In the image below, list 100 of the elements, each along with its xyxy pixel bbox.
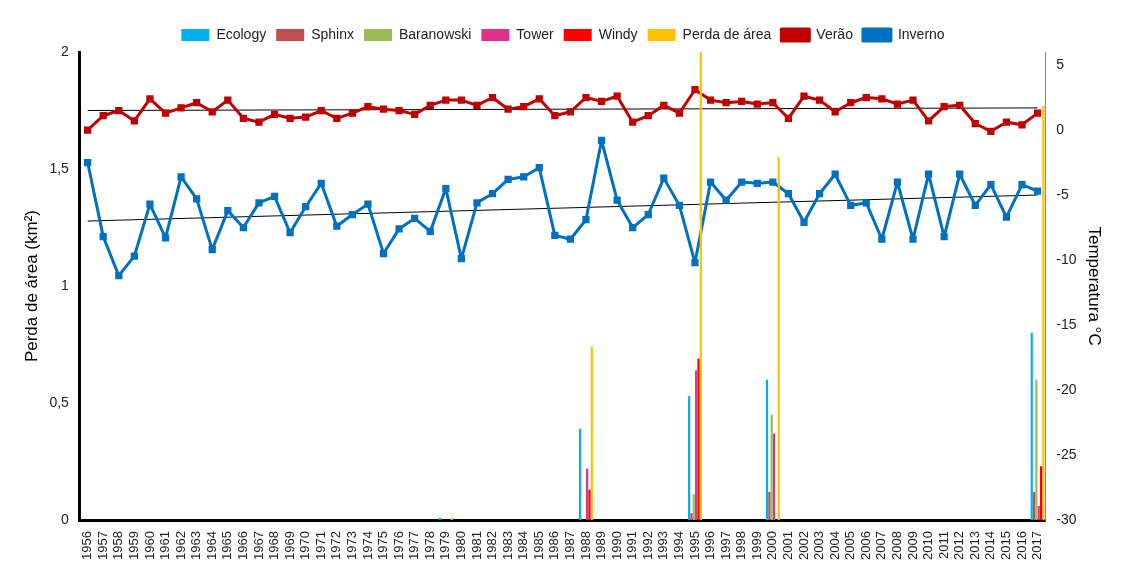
x-tick-label: 1997 [717,531,733,560]
y-tick-label: 1,5 [49,159,70,176]
bar [690,513,693,521]
x-tick-label: 1961 [157,531,173,560]
x-tick-label: 2010 [920,531,936,560]
y2-axis-title: Temperatura °C [1085,226,1105,346]
bar [695,370,698,521]
y2-tick-label: 5 [1056,55,1065,72]
x-tick-label: 1976 [390,531,406,560]
x-tick-label: 1956 [79,531,95,560]
legend-label: Sphinx [311,25,354,42]
x-tick-label: 1962 [172,531,188,560]
x-tick-label: 1994 [670,531,686,560]
x-tick-label: 1970 [297,531,313,560]
x-tick-label: 1989 [593,531,609,560]
bar [1032,492,1036,521]
x-tick-label: 1966 [234,531,250,560]
x-tick-label: 2012 [951,531,967,560]
y-axis-title: Perda de área (km²) [21,209,41,363]
bar [777,157,780,521]
x-tick-label: 1959 [125,531,141,560]
x-tick-label: 1974 [359,531,375,560]
x-tick-label: 2014 [982,531,998,560]
bar [688,396,691,521]
bar [588,489,591,521]
x-tick-label: 1986 [546,531,562,560]
x-tick-label: 2017 [1029,531,1045,560]
x-tick-label: 1978 [421,531,437,560]
x-tick-label: 2000 [764,531,780,560]
x-tick-label: 1957 [94,531,110,560]
x-tick-label: 1992 [639,531,655,560]
x-tick-label: 2013 [966,531,982,560]
bar [590,346,593,521]
x-tick-label: 2016 [1013,531,1029,560]
bar [1030,332,1033,521]
bar [1039,466,1043,521]
x-tick-label: 1990 [608,531,624,560]
bar [1035,379,1038,521]
x-tick-label: 1984 [515,531,531,560]
x-tick-label: 1963 [188,531,204,560]
x-tick-label: 1979 [437,531,453,560]
x-tick-label: 1969 [281,531,297,560]
bar [1037,506,1040,521]
x-tick-label: 1972 [328,531,344,560]
x-tick-label: 1991 [624,531,640,560]
y-tick-label: 2 [61,42,70,59]
x-tick-label: 1958 [110,531,126,560]
bar [772,433,776,521]
legend-label: Verão [816,25,854,42]
y2-tick-label: -5 [1056,185,1070,202]
x-tick-label: 1971 [312,531,328,560]
legend-label: Baranowski [399,25,472,42]
x-tick-label: 1977 [406,531,422,560]
y2-tick-label: -25 [1056,445,1077,462]
x-tick-label: 1988 [577,531,593,560]
x-tick-label: 1975 [375,531,391,560]
x-tick-label: 2015 [998,531,1014,560]
legend-label: Tower [516,25,555,42]
x-tick-label: 1987 [561,531,577,560]
x-tick-label: 1980 [452,531,468,560]
bar [699,52,702,521]
y-tick-label: 1 [61,276,70,293]
x-tick-label: 2006 [857,531,873,560]
bar [768,492,771,521]
x-tick-label: 1993 [655,531,671,560]
bar [692,494,695,521]
legend-label: Perda de área [682,25,772,42]
x-tick-label: 2008 [889,531,904,560]
x-tick-label: 2001 [780,531,795,560]
bar [1042,105,1045,521]
bar [765,379,769,521]
y2-tick-label: -20 [1056,380,1077,397]
x-tick-label: 1996 [702,531,718,560]
x-tick-label: 2002 [795,531,811,560]
legend-label: Windy [598,25,638,42]
x-tick-label: 1998 [733,531,749,560]
y-tick-label: 0,5 [49,393,70,410]
x-tick-label: 1964 [203,531,219,560]
x-tick-label: 1999 [748,531,764,560]
x-tick-label: 1983 [499,531,515,560]
x-tick-label: 1967 [250,531,266,560]
x-tick-label: 1965 [219,531,235,560]
bar [770,414,773,521]
x-tick-label: 1968 [266,531,282,560]
x-tick-label: 1981 [468,531,484,560]
x-tick-label: 2005 [842,531,858,560]
y2-tick-label: -30 [1056,510,1077,527]
bar [579,428,582,521]
y2-tick-label: -10 [1056,250,1077,267]
x-tick-label: 2011 [935,531,951,560]
x-tick-label: 2009 [904,531,920,560]
bar [697,358,700,521]
x-tick-label: 2003 [811,531,827,560]
x-tick-label: 1960 [141,531,157,560]
x-tick-label: 1985 [530,531,546,560]
legend-label: Inverno [897,25,945,42]
x-tick-label: 1982 [484,531,500,560]
x-tick-label: 1995 [686,531,702,560]
x-tick-label: 2007 [873,531,889,560]
y2-tick-label: 0 [1056,120,1065,137]
